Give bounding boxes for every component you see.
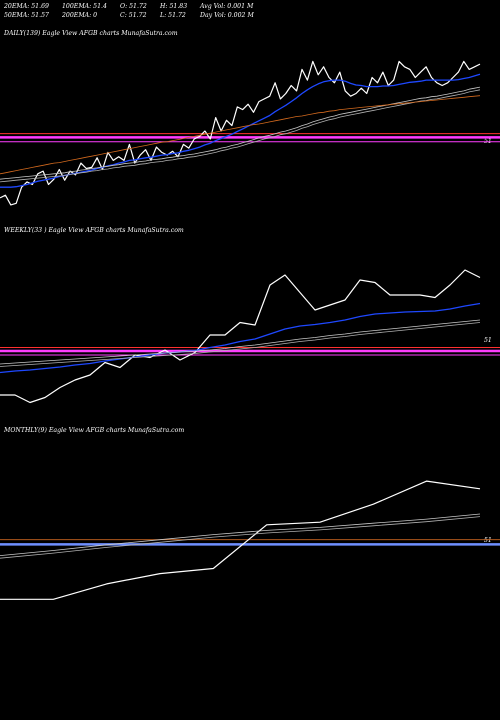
weekly-ema-mid-line bbox=[0, 319, 481, 365]
monthly-ema-slow-line bbox=[0, 516, 481, 559]
weekly-price-line bbox=[0, 269, 481, 404]
weekly-panel-title: WEEKLY(33 ) Eagle View AFGB charts Munaf… bbox=[4, 227, 184, 234]
monthly-price-line bbox=[0, 480, 481, 600]
stat-day-vol: Day Vol: 0.002 M bbox=[199, 12, 254, 19]
daily-ema-fast-line bbox=[0, 73, 481, 188]
monthly-panel-title: MONTHLY(9) Eagle View AFGB charts Munafa… bbox=[3, 427, 184, 434]
header-stats: 20EMA: 51.69 100EMA: 51.4 O: 51.72 H: 51… bbox=[3, 3, 254, 19]
stat-200ema: 200EMA: 0 bbox=[61, 12, 97, 19]
daily-price-line bbox=[0, 60, 481, 206]
stat-50ema: 50EMA: 51.57 bbox=[4, 12, 49, 19]
stat-high: H: 51.83 bbox=[159, 3, 187, 10]
stat-20ema: 20EMA: 51.69 bbox=[3, 3, 49, 10]
weekly-level-label: 51 bbox=[484, 337, 492, 344]
daily-panel-title: DAILY(139) Eagle View AFGB charts Munafa… bbox=[3, 30, 178, 37]
weekly-ema-slow-line bbox=[0, 322, 481, 367]
stat-avg-vol: Avg Vol: 0.001 M bbox=[199, 3, 254, 10]
stat-100ema: 100EMA: 51.4 bbox=[62, 3, 107, 10]
daily-ema-mid-line bbox=[0, 86, 481, 180]
daily-panel bbox=[0, 60, 500, 206]
weekly-panel bbox=[0, 269, 500, 404]
stat-close: C: 51.72 bbox=[120, 12, 147, 19]
stat-low: L: 51.72 bbox=[159, 12, 186, 19]
daily-ema-long-line bbox=[0, 95, 481, 175]
stat-open: O: 51.72 bbox=[120, 3, 147, 10]
monthly-ema-mid-line bbox=[0, 513, 481, 556]
monthly-panel bbox=[0, 480, 500, 600]
weekly-ema-fast-line bbox=[0, 302, 481, 374]
monthly-level-label: 51 bbox=[484, 537, 492, 544]
daily-ema-slow-line bbox=[0, 89, 481, 183]
